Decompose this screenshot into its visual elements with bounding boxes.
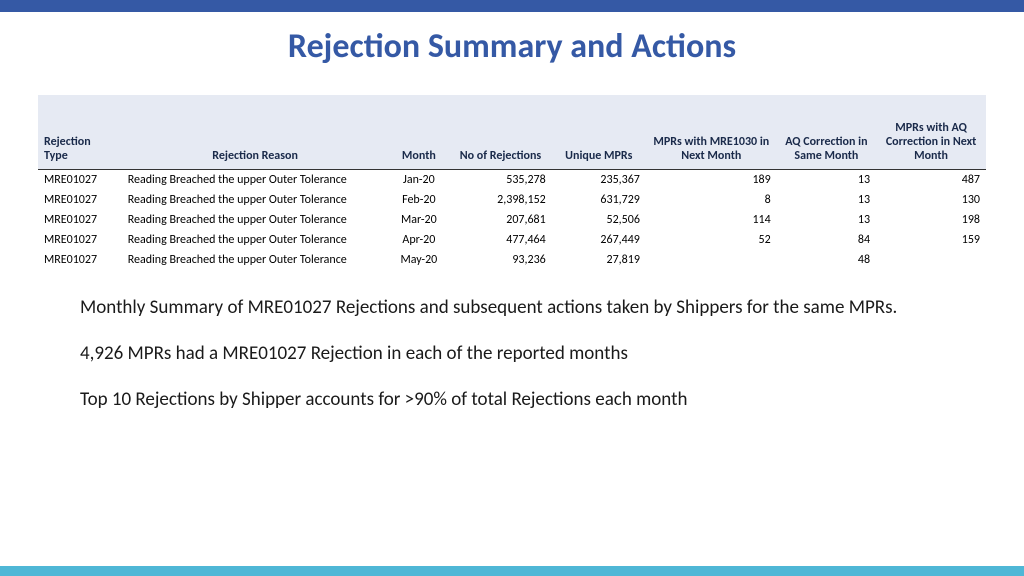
table-cell: MRE01027 — [38, 250, 122, 270]
summary-text-block: Monthly Summary of MRE01027 Rejections a… — [80, 296, 944, 413]
table-cell: Reading Breached the upper Outer Toleran… — [122, 210, 389, 230]
table-cell: 477,464 — [449, 230, 552, 250]
col-header-month: Month — [389, 95, 450, 169]
table-cell: Reading Breached the upper Outer Toleran… — [122, 230, 389, 250]
summary-paragraph-3: Top 10 Rejections by Shipper accounts fo… — [80, 388, 944, 412]
col-header-rejection-type: Rejection Type — [38, 95, 122, 169]
col-header-aq-next: MPRs with AQ Correction in Next Month — [876, 95, 986, 169]
table-cell: 93,236 — [449, 250, 552, 270]
table-cell: Mar-20 — [389, 210, 450, 230]
table-header-row: Rejection Type Rejection Reason Month No… — [38, 95, 986, 169]
table-cell: 487 — [876, 169, 986, 190]
table-row: MRE01027Reading Breached the upper Outer… — [38, 250, 986, 270]
rejection-summary-table: Rejection Type Rejection Reason Month No… — [38, 95, 986, 270]
table-cell: 84 — [777, 230, 876, 250]
summary-paragraph-2: 4,926 MPRs had a MRE01027 Rejection in e… — [80, 342, 944, 366]
table-cell: MRE01027 — [38, 210, 122, 230]
table-row: MRE01027Reading Breached the upper Outer… — [38, 169, 986, 190]
table-cell: 114 — [646, 210, 777, 230]
table-cell: Reading Breached the upper Outer Toleran… — [122, 190, 389, 210]
bottom-accent-bar — [0, 566, 1024, 576]
table-header: Rejection Type Rejection Reason Month No… — [38, 95, 986, 169]
table-cell: 52,506 — [552, 210, 646, 230]
table-cell: Reading Breached the upper Outer Toleran… — [122, 250, 389, 270]
table-cell: 198 — [876, 210, 986, 230]
table-cell: May-20 — [389, 250, 450, 270]
table-cell: 130 — [876, 190, 986, 210]
table-cell: 27,819 — [552, 250, 646, 270]
rejection-table-container: Rejection Type Rejection Reason Month No… — [38, 95, 986, 270]
table-cell: Reading Breached the upper Outer Toleran… — [122, 169, 389, 190]
col-header-unique-mprs: Unique MPRs — [552, 95, 646, 169]
summary-paragraph-1: Monthly Summary of MRE01027 Rejections a… — [80, 296, 944, 320]
table-cell: Apr-20 — [389, 230, 450, 250]
table-cell: 235,367 — [552, 169, 646, 190]
table-row: MRE01027Reading Breached the upper Outer… — [38, 230, 986, 250]
table-cell: 2,398,152 — [449, 190, 552, 210]
table-row: MRE01027Reading Breached the upper Outer… — [38, 210, 986, 230]
table-cell: 267,449 — [552, 230, 646, 250]
col-header-mre1030-next: MPRs with MRE1030 in Next Month — [646, 95, 777, 169]
table-cell: 631,729 — [552, 190, 646, 210]
table-cell: 189 — [646, 169, 777, 190]
table-cell: 13 — [777, 190, 876, 210]
table-cell: 535,278 — [449, 169, 552, 190]
page-title: Rejection Summary and Actions — [0, 26, 1024, 67]
table-cell: 207,681 — [449, 210, 552, 230]
table-cell: Jan-20 — [389, 169, 450, 190]
top-accent-bar — [0, 0, 1024, 12]
col-header-rejection-reason: Rejection Reason — [122, 95, 389, 169]
table-cell: 8 — [646, 190, 777, 210]
table-cell: 159 — [876, 230, 986, 250]
table-cell: MRE01027 — [38, 230, 122, 250]
table-cell: Feb-20 — [389, 190, 450, 210]
table-cell — [876, 250, 986, 270]
table-cell: 13 — [777, 169, 876, 190]
table-row: MRE01027Reading Breached the upper Outer… — [38, 190, 986, 210]
table-cell — [646, 250, 777, 270]
col-header-aq-same: AQ Correction in Same Month — [777, 95, 876, 169]
table-cell: 13 — [777, 210, 876, 230]
table-cell: MRE01027 — [38, 169, 122, 190]
table-cell: 48 — [777, 250, 876, 270]
col-header-no-rejections: No of Rejections — [449, 95, 552, 169]
table-cell: 52 — [646, 230, 777, 250]
table-body: MRE01027Reading Breached the upper Outer… — [38, 169, 986, 270]
table-cell: MRE01027 — [38, 190, 122, 210]
